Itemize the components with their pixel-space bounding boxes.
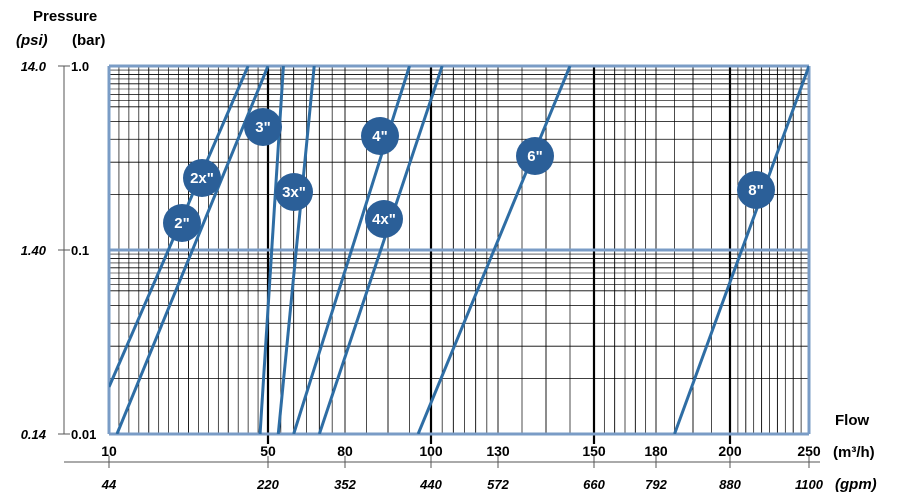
x-tick-label-gpm: 572 bbox=[487, 477, 509, 492]
series-badge-6 bbox=[516, 137, 554, 175]
x-tick-label-m3h: 150 bbox=[582, 443, 606, 459]
x-tick-label-m3h: 180 bbox=[644, 443, 668, 459]
series-line-6 bbox=[416, 66, 572, 434]
series-line-7 bbox=[673, 66, 809, 434]
x-axis-title: Flow bbox=[835, 412, 869, 429]
series-label-7: 8" bbox=[748, 182, 763, 199]
x-tick-label-m3h: 100 bbox=[419, 443, 443, 459]
grid bbox=[107, 64, 811, 444]
x-tick-label-m3h: 50 bbox=[260, 443, 276, 459]
series-label-2: 3" bbox=[255, 119, 270, 136]
y-tick-label-psi: 0.14 bbox=[21, 427, 47, 442]
y-tick-label-bar: 0.01 bbox=[71, 427, 96, 442]
x-tick-label-gpm: 220 bbox=[256, 477, 279, 492]
series-label-5: 4x" bbox=[372, 211, 396, 228]
series-label-6: 6" bbox=[527, 148, 542, 165]
axes: 14.0 1.0 1.40 0.1 0.14 0.01 10 44 50 220 80 352 100 4… bbox=[21, 59, 824, 492]
x-tick-label-m3h: 130 bbox=[486, 443, 510, 459]
series-line-3 bbox=[276, 66, 316, 434]
x-tick-label-m3h: 250 bbox=[797, 443, 821, 459]
x-tick-label-m3h: 10 bbox=[101, 443, 117, 459]
series-label-4: 4" bbox=[372, 128, 387, 145]
series-label-1: 2x" bbox=[190, 170, 214, 187]
series-badge-5 bbox=[365, 200, 403, 238]
y-tick-label-psi: 1.40 bbox=[21, 243, 47, 258]
series-badge-2 bbox=[244, 108, 282, 146]
series-badge-4 bbox=[361, 117, 399, 155]
x-tick-label-gpm: 792 bbox=[645, 477, 667, 492]
series-badge-1 bbox=[183, 159, 221, 197]
series-badge-7 bbox=[737, 171, 775, 209]
series-lines bbox=[109, 66, 809, 434]
x-tick-label-m3h: 80 bbox=[337, 443, 353, 459]
series-label-0: 2" bbox=[174, 215, 189, 232]
x-tick-label-m3h: 200 bbox=[718, 443, 742, 459]
series-badge-0 bbox=[163, 204, 201, 242]
x-tick-label-gpm: 880 bbox=[719, 477, 741, 492]
x-axis-unit-gpm: (gpm) bbox=[835, 476, 877, 493]
series-line-5 bbox=[317, 66, 444, 434]
x-tick-label-gpm: 440 bbox=[419, 477, 442, 492]
x-tick-label-gpm: 660 bbox=[583, 477, 605, 492]
y-axis-unit-bar: (bar) bbox=[72, 32, 105, 49]
x-axis-unit-m3h: (m³/h) bbox=[833, 444, 875, 461]
x-tick-label-gpm: 44 bbox=[101, 477, 117, 492]
x-tick-label-gpm: 352 bbox=[334, 477, 356, 492]
series-badge-3 bbox=[275, 173, 313, 211]
y-axis-unit-psi: (psi) bbox=[16, 32, 48, 49]
series-label-3: 3x" bbox=[282, 184, 306, 201]
y-axis-title: Pressure bbox=[33, 8, 97, 25]
x-tick-label-gpm: 1100 bbox=[795, 477, 824, 492]
series-line-1 bbox=[115, 66, 270, 434]
y-tick-label-psi: 14.0 bbox=[21, 59, 47, 74]
series-badges: 2" 2x" 3" 3x" 4" 4x" 6" 8" bbox=[163, 108, 775, 242]
y-tick-label-bar: 0.1 bbox=[71, 243, 89, 258]
y-tick-label-bar: 1.0 bbox=[71, 59, 89, 74]
